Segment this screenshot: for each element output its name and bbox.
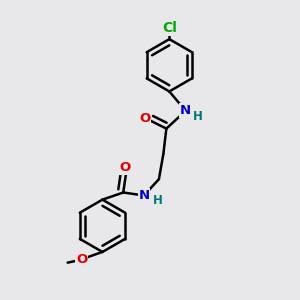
Text: O: O [139, 112, 151, 125]
Text: N: N [180, 104, 191, 117]
Text: N: N [139, 189, 150, 202]
Text: Cl: Cl [162, 21, 177, 35]
Text: O: O [76, 253, 87, 266]
Text: O: O [119, 161, 130, 174]
Text: H: H [193, 110, 202, 123]
Text: H: H [152, 194, 162, 207]
